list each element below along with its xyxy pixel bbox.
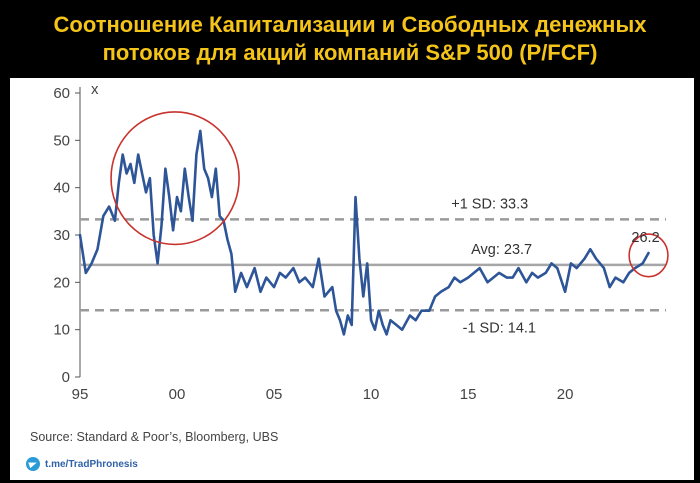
y-tick-label: 0 xyxy=(62,369,70,386)
x-tick-label: 95 xyxy=(72,386,89,403)
source-note: Source: Standard & Poor’s, Bloomberg, UB… xyxy=(30,430,279,444)
chart-title: Соотношение Капитализации и Свободных де… xyxy=(0,0,700,78)
highlight-circle-2 xyxy=(628,233,669,278)
telegram-icon xyxy=(26,457,40,471)
chart-title-line-2: потоков для акций компаний S&P 500 (P/FC… xyxy=(102,40,598,65)
y-tick-label: 40 xyxy=(53,180,70,197)
chart-panel: 0 10 20 30 40 50 60 x 95 00 05 10 15 20 +1 SD: 33.3 Avg… xyxy=(10,78,694,480)
y-tick-label: 10 xyxy=(53,322,70,339)
x-tick-label: 15 xyxy=(460,386,477,403)
series-line-pfcf xyxy=(78,129,650,336)
y-tick-label: 60 xyxy=(53,85,70,102)
x-tick-label: 00 xyxy=(169,386,186,403)
pfcf-line-chart: 0 10 20 30 40 50 60 x 95 00 05 10 15 20 +1 SD: 33.3 Avg… xyxy=(53,81,669,403)
x-tick-label: 10 xyxy=(363,386,380,403)
x-tick-label: 05 xyxy=(266,386,283,403)
y-tick-label: 20 xyxy=(53,274,70,291)
telegram-link[interactable]: t.me/TradPhronesis xyxy=(45,458,138,470)
highlight-circle-1 xyxy=(110,111,240,246)
y-axis-unit-label: x xyxy=(91,81,99,98)
telegram-watermark[interactable]: t.me/TradPhronesis xyxy=(26,456,138,472)
reference-label-1sd: -1 SD: 14.1 xyxy=(463,320,536,336)
x-tick-label: 20 xyxy=(557,386,574,403)
y-tick-label: 50 xyxy=(53,132,70,149)
chart-title-line-1: Соотношение Капитализации и Свободных де… xyxy=(53,12,647,37)
reference-label-1sd: +1 SD: 33.3 xyxy=(451,196,528,212)
y-tick-label: 30 xyxy=(53,227,70,244)
reference-label-avg: Avg: 23.7 xyxy=(471,242,532,258)
last-value-label: 26.2 xyxy=(631,230,659,246)
